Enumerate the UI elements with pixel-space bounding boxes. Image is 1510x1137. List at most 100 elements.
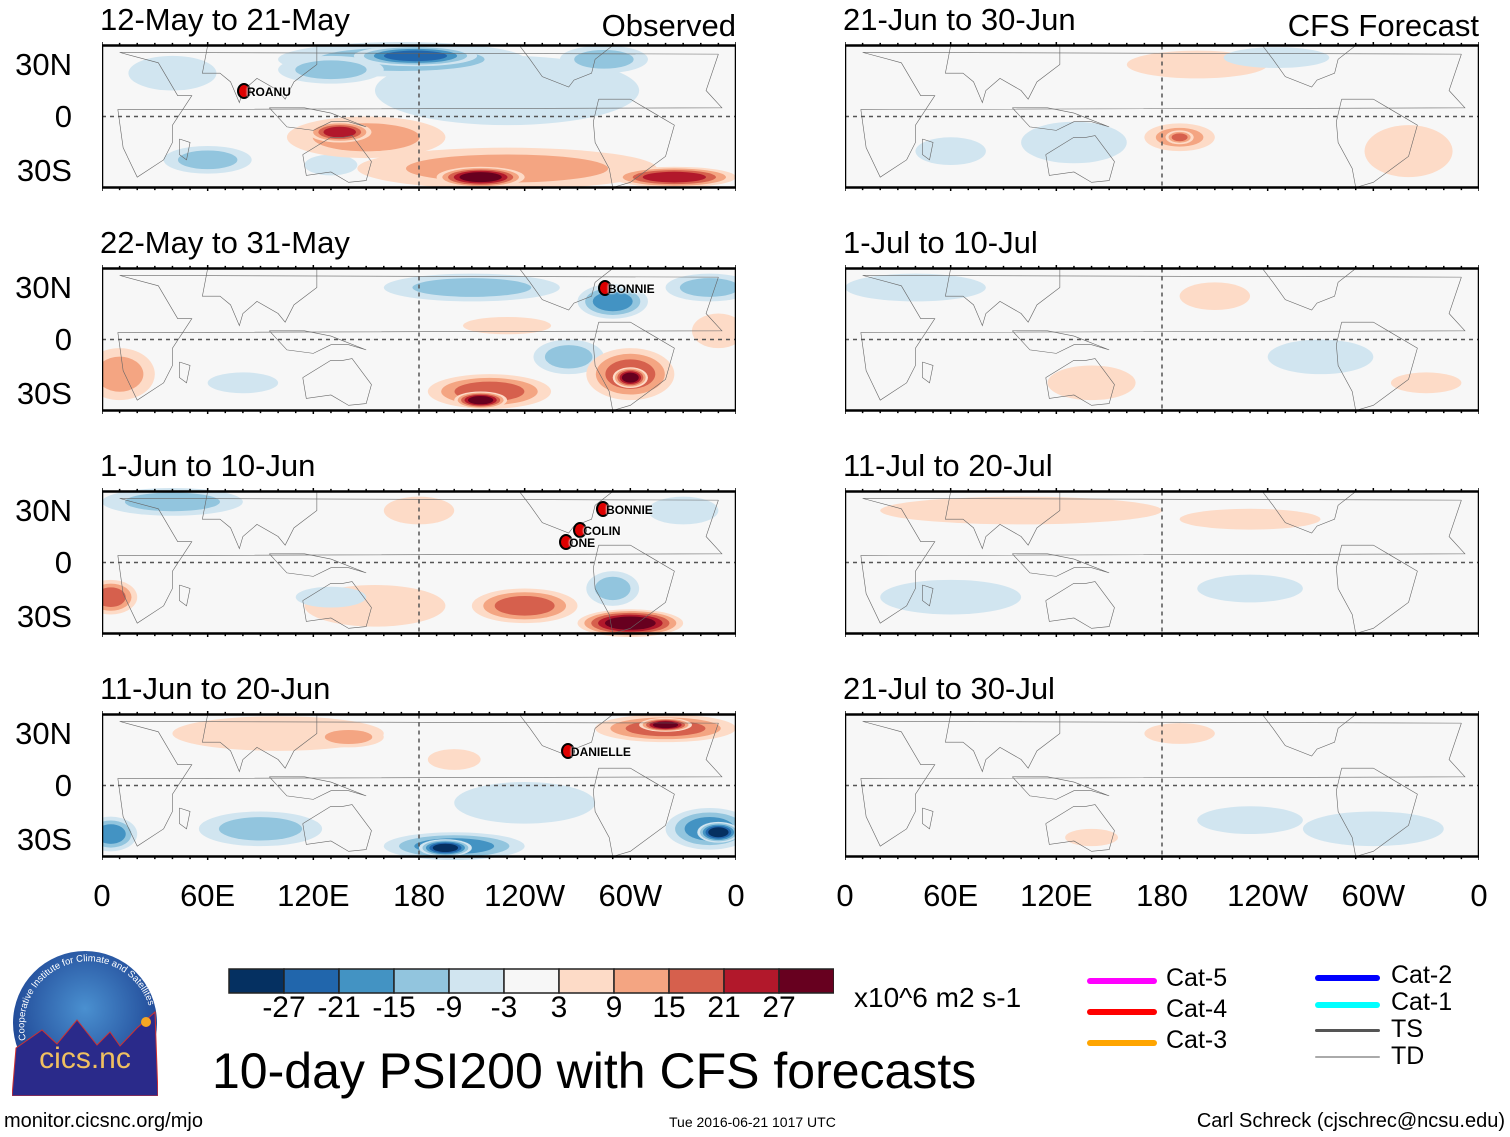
anomaly-contour [1171, 132, 1188, 141]
colorbar-units: x10^6 m2 s-1 [854, 982, 1022, 1013]
storm-marker-icon[interactable] [559, 534, 574, 551]
storm-label: COLIN [583, 524, 621, 539]
storm-label: BONNIE [606, 503, 653, 518]
anomaly-contour [295, 59, 367, 79]
map-panel [845, 265, 1479, 414]
anomaly-contour [454, 781, 596, 824]
coastline [303, 581, 372, 628]
coastline [861, 52, 1465, 177]
coastline [1012, 330, 1109, 353]
footer-url[interactable]: monitor.cicsnc.org/mjo [4, 1110, 203, 1132]
colorbar-label: 27 [762, 991, 796, 1024]
anomaly-contour [845, 273, 986, 301]
coastline [922, 808, 933, 829]
colorbar-swatch [668, 968, 725, 994]
lon-label: 180 [393, 878, 445, 913]
storm-marker-icon[interactable] [597, 280, 612, 297]
svg-text:cics.nc: cics.nc [39, 1042, 131, 1075]
coastline [1046, 804, 1115, 851]
anomaly-contour [463, 316, 552, 334]
anomaly-contour [708, 826, 729, 837]
coastline [593, 322, 674, 410]
coastline [945, 45, 1059, 102]
panel-title: 21-Jun to 30-Jun [843, 2, 1076, 37]
colorbar-swatch [283, 968, 340, 994]
legend-label: Cat-5 [1166, 964, 1228, 992]
colorbar-swatch [558, 968, 615, 994]
coastline [118, 52, 722, 177]
legend-line-cat-1 [1315, 1002, 1380, 1008]
lat-label: 30S [16, 153, 72, 188]
anomaly-contour [592, 291, 633, 311]
colorbar-label: -3 [490, 991, 518, 1024]
lat-label: 0 [54, 545, 72, 580]
storm-label: ONE [569, 536, 596, 551]
coastline [202, 491, 316, 548]
coastline [202, 268, 316, 325]
panel-title: 1-Jul to 10-Jul [843, 225, 1038, 260]
lon-label: 120E [277, 878, 350, 913]
legend-label: Cat-3 [1166, 1026, 1228, 1054]
panel-title: 21-Jul to 30-Jul [843, 671, 1055, 706]
coastline [179, 808, 190, 829]
coastline [269, 330, 366, 353]
lon-label: 0 [1470, 878, 1488, 913]
anomaly-contour [1021, 121, 1127, 163]
anomaly-contour [574, 49, 634, 69]
coastline [269, 107, 366, 130]
legend-line-cat-5 [1087, 978, 1157, 984]
anomaly-contour [1197, 574, 1303, 602]
storm-marker-icon[interactable] [236, 83, 251, 100]
storm-marker-icon[interactable] [596, 501, 611, 518]
anomaly-contour [494, 595, 555, 616]
legend-label: TS [1391, 1015, 1423, 1043]
legend-label: TD [1391, 1042, 1425, 1070]
lon-label: 0 [93, 878, 111, 913]
coastline [922, 362, 933, 383]
colorbar-swatch [723, 968, 780, 994]
anomaly-contour [102, 356, 144, 392]
anomaly-contour [124, 492, 220, 511]
anomaly-contour [1144, 722, 1215, 744]
anomaly-contour [295, 586, 367, 608]
coastline [179, 362, 190, 383]
coastline [519, 491, 612, 533]
legend-label: Cat-4 [1166, 995, 1228, 1023]
lat-label: 30N [15, 270, 72, 305]
anomaly-contour [218, 816, 303, 841]
anomaly-contour [1364, 124, 1453, 177]
anomaly-contour [1179, 281, 1251, 310]
map-panel [102, 711, 736, 860]
colorbar-swatch [503, 968, 560, 994]
anomaly-contour [652, 721, 679, 728]
coastline [861, 721, 1465, 846]
coastline [202, 714, 316, 771]
coastline [922, 585, 933, 606]
colorbar-label: -15 [372, 991, 416, 1024]
lat-label: 30S [16, 599, 72, 634]
colorbar-label: 9 [605, 991, 623, 1024]
anomaly-contour [1179, 508, 1321, 530]
lat-label: 30S [16, 822, 72, 857]
storm-label: BONNIE [607, 282, 655, 297]
lon-label: 60E [923, 878, 979, 913]
legend-line-cat-3 [1087, 1040, 1157, 1046]
panel-title: 12-May to 21-May [100, 2, 350, 37]
coastline [179, 585, 190, 606]
storm-marker-icon[interactable] [573, 522, 588, 539]
coastline [1262, 268, 1355, 310]
lon-label: 60W [598, 878, 663, 913]
anomaly-contour [459, 171, 502, 182]
storm-marker-icon[interactable] [560, 743, 575, 760]
coastline [1262, 491, 1355, 533]
coastline [945, 714, 1059, 771]
colorbar-label: -21 [317, 991, 361, 1024]
colorbar-label: -9 [435, 991, 463, 1024]
anomaly-contour [915, 136, 986, 165]
colorbar-swatch [393, 968, 450, 994]
anomaly-contour [323, 126, 356, 137]
map-panel [845, 711, 1479, 860]
coastline [1012, 553, 1109, 576]
colorbar-label: 3 [550, 991, 568, 1024]
coastline [861, 275, 1465, 400]
